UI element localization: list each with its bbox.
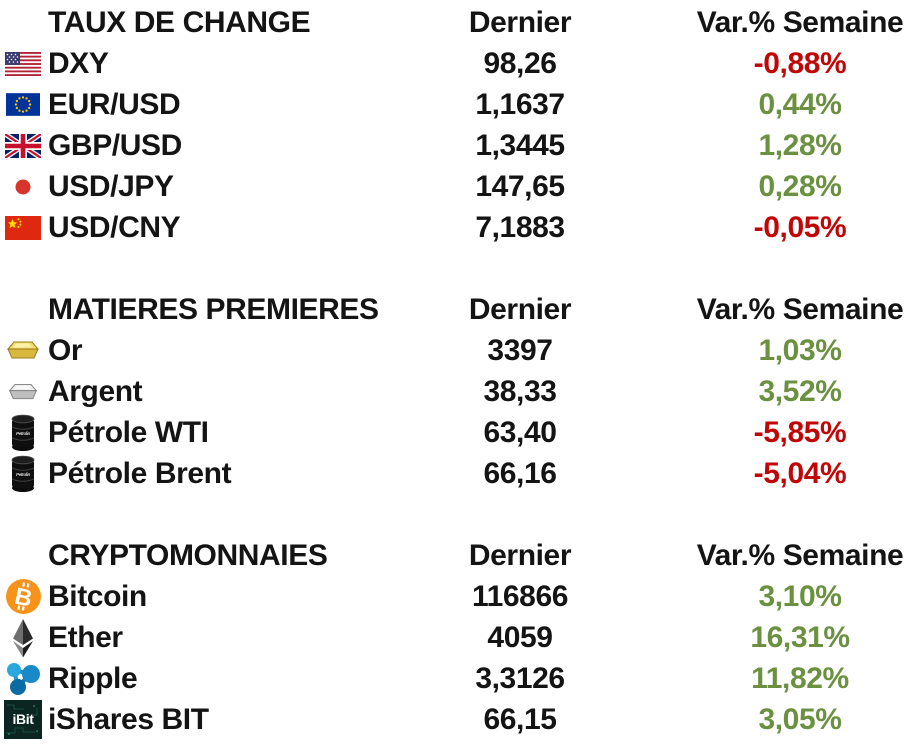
- row-gbpusd: GBP/USD 1,3445 1,28%: [0, 125, 905, 166]
- last-value: 116866: [471, 579, 569, 613]
- section-title: TAUX DE CHANGE: [48, 5, 311, 39]
- column-header-var-semaine: Var.% Semaine: [696, 5, 904, 39]
- last-value: 4059: [487, 620, 553, 654]
- section-header-taux-de-change: TAUX DE CHANGE Dernier Var.% Semaine: [0, 2, 905, 43]
- instrument-label: EUR/USD: [48, 87, 181, 121]
- last-value: 3,3126: [475, 661, 565, 695]
- row-argent: Argent 38,33 3,52%: [0, 371, 905, 412]
- row-eurusd: EUR/USD 1,1637 0,44%: [0, 84, 905, 125]
- ripple-icon: [0, 658, 46, 699]
- svg-text:Petrolin: Petrolin: [16, 472, 30, 477]
- oil-barrel-icon: Petrolin: [0, 412, 46, 453]
- row-petrole-wti: Petrolin Pétrole WTI 63,40 -5,85%: [0, 412, 905, 453]
- instrument-label: Bitcoin: [48, 579, 147, 613]
- instrument-label: Ripple: [48, 661, 138, 695]
- row-petrole-brent: Petrolin Pétrole Brent 66,16 -5,04%: [0, 453, 905, 494]
- gold-bar-icon: [0, 330, 46, 371]
- instrument-label: Or: [48, 333, 83, 367]
- column-header-var-semaine: Var.% Semaine: [696, 292, 904, 326]
- weekly-change: 3,05%: [758, 702, 842, 736]
- instrument-label: Argent: [48, 374, 143, 408]
- row-ripple: Ripple 3,3126 11,82%: [0, 658, 905, 699]
- last-value: 1,1637: [475, 87, 565, 121]
- section-title: CRYPTOMONNAIES: [48, 538, 328, 572]
- instrument-label: USD/CNY: [48, 210, 181, 244]
- last-value: 7,1883: [475, 210, 565, 244]
- row-or: Or 3397 1,03%: [0, 330, 905, 371]
- ethereum-icon: [0, 617, 46, 658]
- column-header-dernier: Dernier: [468, 5, 572, 39]
- eu-flag-icon: [0, 84, 46, 125]
- instrument-label: Pétrole WTI: [48, 415, 209, 449]
- last-value: 98,26: [483, 46, 557, 80]
- row-usdjpy: USD/JPY 147,65 0,28%: [0, 166, 905, 207]
- svg-text:iBit: iBit: [13, 711, 35, 727]
- column-header-dernier: Dernier: [468, 538, 572, 572]
- column-header-dernier: Dernier: [468, 292, 572, 326]
- last-value: 63,40: [483, 415, 557, 449]
- section-title: MATIERES PREMIERES: [48, 292, 379, 326]
- row-ishares-bit: iBit iShares BIT 66,15 3,05%: [0, 699, 905, 740]
- last-value: 38,33: [483, 374, 557, 408]
- weekly-change: -0,88%: [753, 46, 847, 80]
- uk-flag-icon: [0, 125, 46, 166]
- silver-bar-icon: [0, 371, 46, 412]
- section-header-matieres-premieres: MATIERES PREMIERES Dernier Var.% Semaine: [0, 289, 905, 330]
- row-ether: Ether 4059 16,31%: [0, 617, 905, 658]
- weekly-change: -5,85%: [753, 415, 847, 449]
- section-gap: [0, 248, 905, 289]
- section-gap: [0, 494, 905, 535]
- row-bitcoin: B Bitcoin 116866 3,10%: [0, 576, 905, 617]
- last-value: 147,65: [475, 169, 565, 203]
- weekly-change: 0,28%: [758, 169, 842, 203]
- weekly-change: 1,28%: [758, 128, 842, 162]
- instrument-label: Pétrole Brent: [48, 456, 232, 490]
- ibit-icon: iBit: [0, 699, 46, 740]
- weekly-change: 1,03%: [758, 333, 842, 367]
- svg-text:B: B: [12, 584, 34, 613]
- us-flag-icon: [0, 43, 46, 84]
- instrument-label: USD/JPY: [48, 169, 174, 203]
- weekly-change: 16,31%: [750, 620, 850, 654]
- china-flag-icon: [0, 207, 46, 248]
- instrument-label: Ether: [48, 620, 123, 654]
- weekly-change: 11,82%: [751, 661, 849, 695]
- oil-barrel-icon: Petrolin: [0, 453, 46, 494]
- weekly-change: -0,05%: [753, 210, 847, 244]
- row-usdcny: USD/CNY 7,1883 -0,05%: [0, 207, 905, 248]
- weekly-change: 3,52%: [758, 374, 842, 408]
- row-dxy: DXY 98,26 -0,88%: [0, 43, 905, 84]
- last-value: 1,3445: [475, 128, 565, 162]
- instrument-label: GBP/USD: [48, 128, 182, 162]
- weekly-change: 0,44%: [758, 87, 842, 121]
- weekly-change: 3,10%: [758, 579, 842, 613]
- column-header-var-semaine: Var.% Semaine: [696, 538, 904, 572]
- last-value: 66,15: [483, 702, 557, 736]
- instrument-label: iShares BIT: [48, 702, 209, 736]
- last-value: 66,16: [483, 456, 557, 490]
- weekly-change: -5,04%: [753, 456, 847, 490]
- section-header-cryptomonnaies: CRYPTOMONNAIES Dernier Var.% Semaine: [0, 535, 905, 576]
- last-value: 3397: [487, 333, 553, 367]
- svg-text:Petrolin: Petrolin: [16, 431, 30, 436]
- japan-flag-icon: [0, 166, 46, 207]
- bitcoin-icon: B: [0, 576, 46, 617]
- instrument-label: DXY: [48, 46, 109, 80]
